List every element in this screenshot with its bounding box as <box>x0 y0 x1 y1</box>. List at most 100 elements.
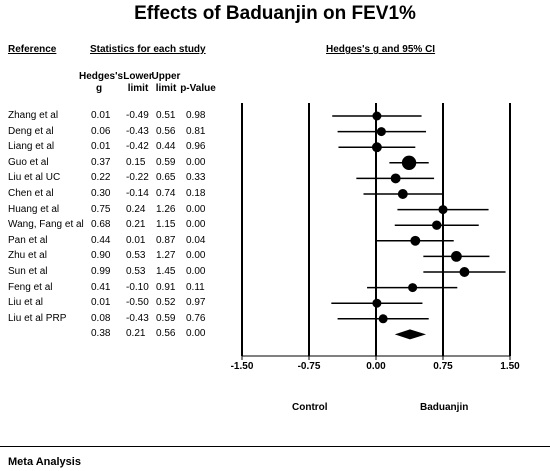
study-upper-limit: 0.91 <box>156 281 176 293</box>
study-point <box>401 155 417 170</box>
study-lower-limit: -0.10 <box>126 281 149 293</box>
study-upper-limit: 0.52 <box>156 297 176 309</box>
study-lower-limit: -0.22 <box>126 172 149 184</box>
study-lower-limit: 0.15 <box>126 156 146 168</box>
col-header-p-value: p-Value <box>180 83 216 94</box>
study-hedges-g: 0.01 <box>91 297 111 309</box>
study-hedges-g: 0.01 <box>91 141 111 153</box>
study-point <box>451 251 462 262</box>
study-lower-limit: 0.01 <box>126 234 146 246</box>
study-upper-limit: 0.44 <box>156 141 176 153</box>
col-header-hedges-g-line2: g <box>95 83 103 94</box>
x-tick-label: 0.00 <box>366 361 386 372</box>
statistics-header: Statistics for each study <box>90 44 206 55</box>
study-upper-limit: 1.45 <box>156 266 176 277</box>
study-hedges-g: 0.41 <box>91 281 111 293</box>
summary-p-value: 0.00 <box>186 328 206 340</box>
study-p-value: 0.04 <box>186 234 206 246</box>
right-favours-label: Baduanjin <box>420 402 469 413</box>
col-header-upper-limit: Upper limit <box>151 71 181 95</box>
x-tick-label: -1.50 <box>231 361 254 372</box>
study-name: Chen et al <box>8 188 54 199</box>
study-lower-limit: -0.42 <box>126 141 149 153</box>
summary-lower-limit: 0.21 <box>126 328 146 340</box>
col-header-upper-line1: Upper <box>151 71 181 82</box>
study-hedges-g: 0.90 <box>91 250 111 262</box>
study-lower-limit: -0.43 <box>126 125 149 137</box>
study-hedges-g: 0.08 <box>91 312 111 324</box>
study-point <box>372 111 382 121</box>
col-header-lower-line1: Lower <box>123 71 153 82</box>
study-point <box>410 235 421 246</box>
study-name: Pan et al <box>8 234 48 246</box>
study-p-value: 0.33 <box>186 172 206 184</box>
col-header-lower-limit: Lower limit <box>123 71 153 95</box>
study-upper-limit: 0.87 <box>156 234 176 246</box>
study-p-value: 0.98 <box>186 110 206 121</box>
study-name: Zhang et al <box>8 110 59 121</box>
study-name: Wang, Fang et al <box>8 219 84 231</box>
study-p-value: 0.96 <box>186 141 206 153</box>
study-name: Deng et al <box>8 125 54 137</box>
study-point <box>390 173 401 184</box>
study-point <box>397 189 408 199</box>
reference-header: Reference <box>8 44 57 55</box>
study-p-value: 0.00 <box>186 219 206 231</box>
x-tick-label: 0.75 <box>433 361 453 372</box>
study-name: Liu et al UC <box>8 172 61 184</box>
footer-label: Meta Analysis <box>8 456 81 468</box>
study-p-value: 0.00 <box>186 266 206 277</box>
study-name: Liu et al PRP <box>8 312 67 324</box>
study-hedges-g: 0.75 <box>91 203 111 215</box>
chart-title: Effects of Baduanjin on FEV1% <box>134 3 416 24</box>
study-p-value: 0.81 <box>186 125 206 137</box>
study-hedges-g: 0.44 <box>91 234 111 246</box>
study-hedges-g: 0.99 <box>91 266 111 277</box>
col-header-lower-line2: limit <box>127 83 149 94</box>
study-name: Feng et al <box>8 281 53 293</box>
summary-upper-limit: 0.56 <box>156 328 176 340</box>
study-point <box>376 127 386 137</box>
study-upper-limit: 0.74 <box>156 188 176 199</box>
study-upper-limit: 1.15 <box>156 219 176 231</box>
study-point <box>459 267 470 277</box>
study-upper-limit: 1.27 <box>156 250 176 262</box>
col-header-hedges-g: Hedges's g <box>79 71 124 95</box>
study-upper-limit: 0.59 <box>156 312 176 324</box>
study-p-value: 0.76 <box>186 312 206 324</box>
summary-hedges-g: 0.38 <box>91 328 111 340</box>
study-name: Zhu et al <box>8 250 47 262</box>
summary-diamond <box>394 329 427 340</box>
study-p-value: 0.18 <box>186 188 206 199</box>
col-header-hedges-g-line1: Hedges's <box>79 71 124 82</box>
study-lower-limit: -0.50 <box>126 297 149 309</box>
study-p-value: 0.11 <box>186 281 205 293</box>
study-point <box>371 142 382 153</box>
study-lower-limit: -0.14 <box>126 188 149 199</box>
study-p-value: 0.00 <box>186 156 206 168</box>
x-tick-label: -0.75 <box>298 361 321 372</box>
study-name: Sun et al <box>8 266 48 277</box>
study-upper-limit: 0.65 <box>156 172 176 184</box>
study-point <box>372 298 382 308</box>
study-p-value: 0.00 <box>186 250 206 262</box>
footer-rule <box>0 446 550 447</box>
study-p-value: 0.00 <box>186 203 206 215</box>
study-name: Huang et al <box>8 203 60 215</box>
study-upper-limit: 0.51 <box>156 110 176 121</box>
study-hedges-g: 0.01 <box>91 110 111 121</box>
study-hedges-g: 0.68 <box>91 219 111 231</box>
plot-header: Hedges's g and 95% CI <box>326 44 436 55</box>
study-lower-limit: -0.43 <box>126 312 149 324</box>
study-name: Liu et al <box>8 297 44 309</box>
study-upper-limit: 0.56 <box>156 125 176 137</box>
study-point <box>432 220 442 230</box>
study-upper-limit: 0.59 <box>156 156 176 168</box>
study-name: Guo et al <box>8 156 49 168</box>
left-favours-label: Control <box>292 402 328 413</box>
study-lower-limit: -0.49 <box>126 110 149 121</box>
study-upper-limit: 1.26 <box>156 203 176 215</box>
study-point <box>378 314 388 324</box>
study-point <box>438 205 448 215</box>
